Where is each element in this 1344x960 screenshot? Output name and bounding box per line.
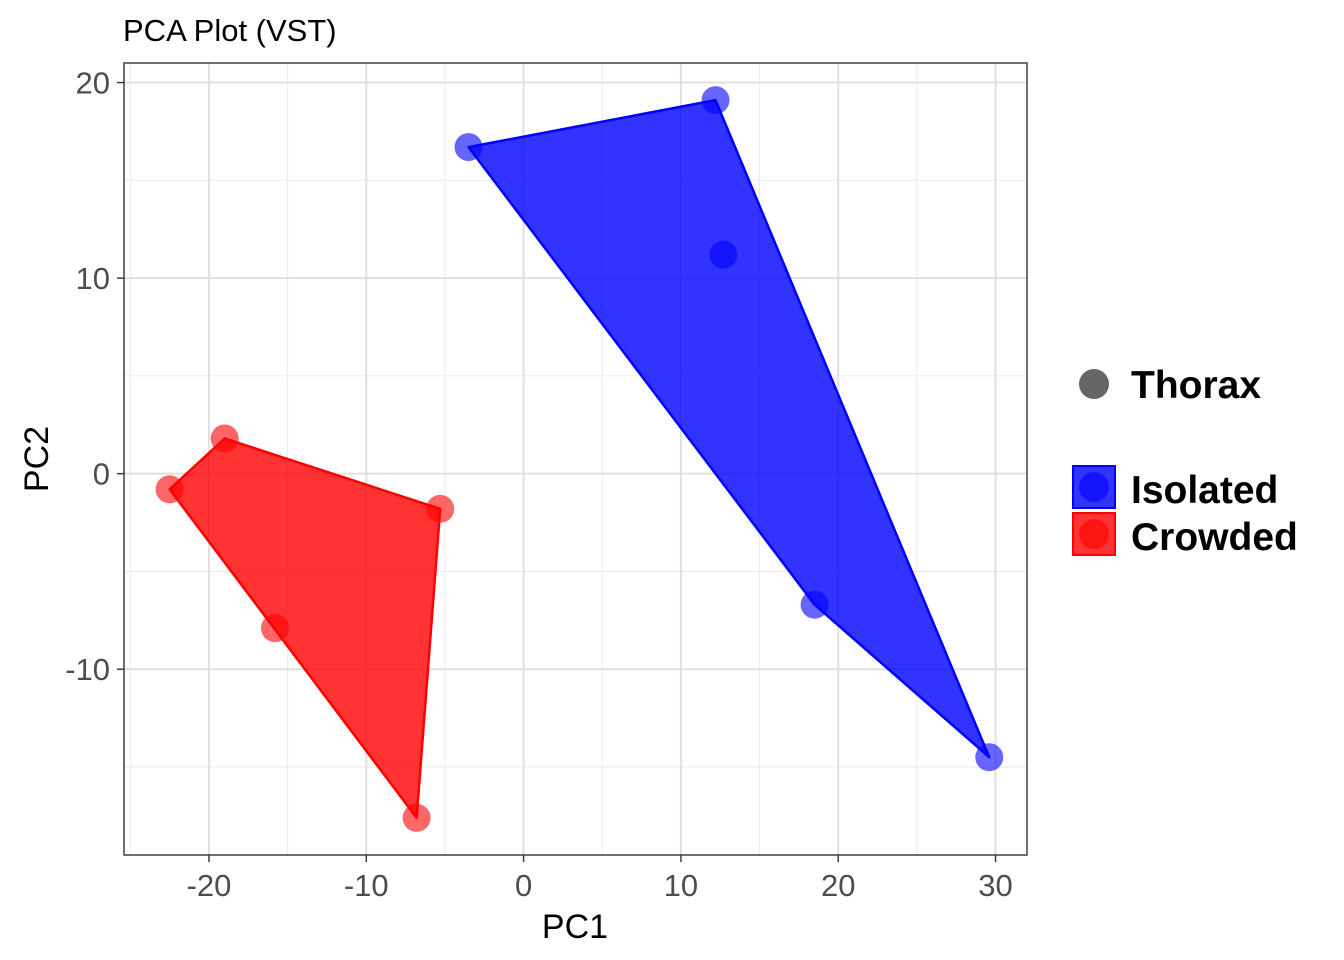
legend-isolated-dot [1079, 472, 1109, 502]
y-tick-label: 0 [93, 457, 110, 492]
crowded-point [426, 494, 455, 523]
y-tick-label: 20 [76, 66, 110, 101]
y-tick-label: -10 [65, 652, 110, 687]
legend-crowded-dot [1079, 519, 1109, 549]
x-axis-title: PC1 [542, 908, 608, 946]
isolated-hull [467, 98, 991, 759]
isolated-point [454, 133, 483, 162]
crowded-point [155, 475, 184, 504]
isolated-point [701, 86, 730, 115]
legend-crowded-label: Crowded [1131, 516, 1298, 559]
x-tick-label: -10 [344, 868, 389, 903]
crowded-point [402, 803, 431, 832]
crowded-point [261, 614, 290, 643]
legend-thorax-key [1079, 369, 1109, 399]
x-tick-label: 10 [664, 868, 698, 903]
legend-isolated-label: Isolated [1131, 469, 1278, 512]
legend-thorax-label: Thorax [1131, 364, 1261, 407]
isolated-point [800, 590, 829, 619]
x-tick-label: -20 [187, 868, 232, 903]
panel-border [123, 62, 1028, 856]
y-axis-title: PC2 [18, 426, 56, 492]
x-tick-label: 30 [978, 868, 1012, 903]
grid [124, 63, 1027, 855]
x-tick-label: 20 [821, 868, 855, 903]
y-tick-label: 10 [76, 261, 110, 296]
crowded-hull [168, 437, 442, 820]
crowded-point [210, 424, 239, 453]
point-layer [155, 86, 1004, 832]
isolated-point [709, 240, 738, 269]
legend: Thorax Isolated Crowded [1072, 364, 1298, 559]
chart-title: PCA Plot (VST) [123, 13, 337, 48]
isolated-point [975, 743, 1004, 772]
x-tick-label: 0 [515, 868, 532, 903]
axis-ticks: -20 -10 0 10 20 30 -10 0 10 20 [65, 66, 1013, 903]
hull-layer [168, 98, 991, 820]
